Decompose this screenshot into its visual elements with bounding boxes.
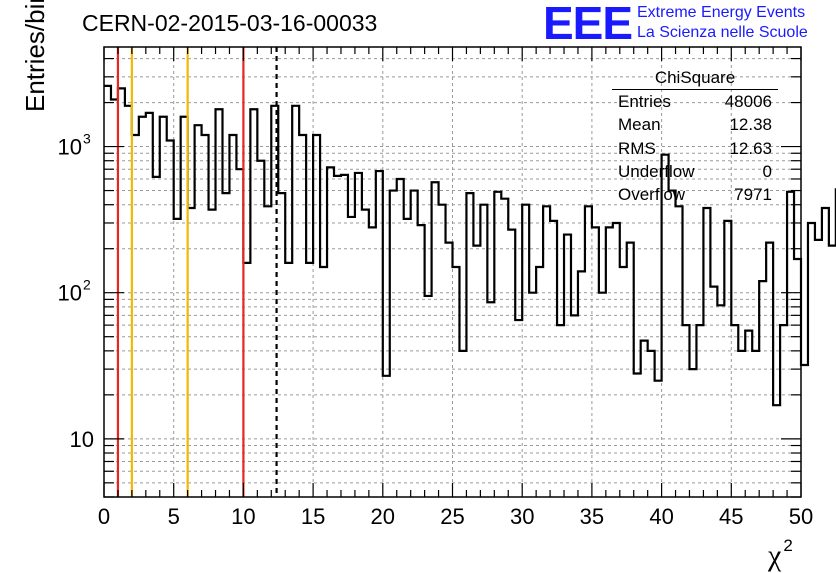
x-tick-label: 15 [301, 504, 325, 529]
stats-row: RMS 12.63 [612, 137, 778, 160]
x-tick-label: 10 [231, 504, 255, 529]
stats-value: 12.63 [729, 138, 772, 158]
stats-value: 12.38 [729, 115, 772, 135]
stats-row: Mean 12.38 [612, 113, 778, 136]
stats-label: Mean [618, 115, 661, 135]
stats-label: RMS [618, 138, 656, 158]
stats-label: Entries [618, 92, 671, 111]
stats-value: 7971 [734, 185, 772, 205]
logo-subtitle-line-2: La Scienza nelle Scuole [637, 24, 808, 41]
y-axis-label: Entries/bin [20, 0, 50, 112]
y-tick-label: 10 [58, 135, 82, 160]
x-axis-label-superscript: 2 [783, 536, 793, 555]
chart-title: CERN-02-2015-03-16-00033 [82, 10, 378, 36]
stats-value: 48006 [724, 92, 772, 111]
stats-row: Underflow 0 [612, 160, 778, 183]
stats-row: Overflow 7971 [612, 183, 778, 206]
x-tick-label: 30 [510, 504, 534, 529]
x-tick-label: 35 [580, 504, 604, 529]
eee-logo: EEE [543, 0, 633, 49]
x-axis-label-symbol: χ [768, 539, 782, 572]
histogram-series [104, 84, 836, 407]
stats-row: Entries 48006 [612, 90, 778, 113]
stats-value: 0 [762, 161, 772, 181]
x-tick-label: 50 [789, 504, 813, 529]
stats-label: Underflow [618, 161, 695, 181]
x-tick-label: 5 [168, 504, 180, 529]
x-tick-label: 25 [440, 504, 464, 529]
x-tick-label: 20 [371, 504, 395, 529]
x-tick-label: 0 [98, 504, 110, 529]
y-tick-label-exponent: 2 [83, 277, 91, 293]
x-tick-label: 40 [649, 504, 673, 529]
stats-label: Overflow [618, 185, 686, 205]
logo-subtitle-line-1: Extreme Energy Events [637, 4, 806, 21]
y-tick-label-exponent: 3 [83, 131, 91, 147]
stats-title: ChiSquare [612, 68, 778, 90]
y-tick-label: 10 [58, 281, 82, 306]
stats-box: ChiSquare Entries 48006 Mean 12.38 RMS 12.6… [612, 68, 778, 206]
x-tick-label: 45 [719, 504, 743, 529]
y-tick-label: 10 [70, 427, 94, 452]
